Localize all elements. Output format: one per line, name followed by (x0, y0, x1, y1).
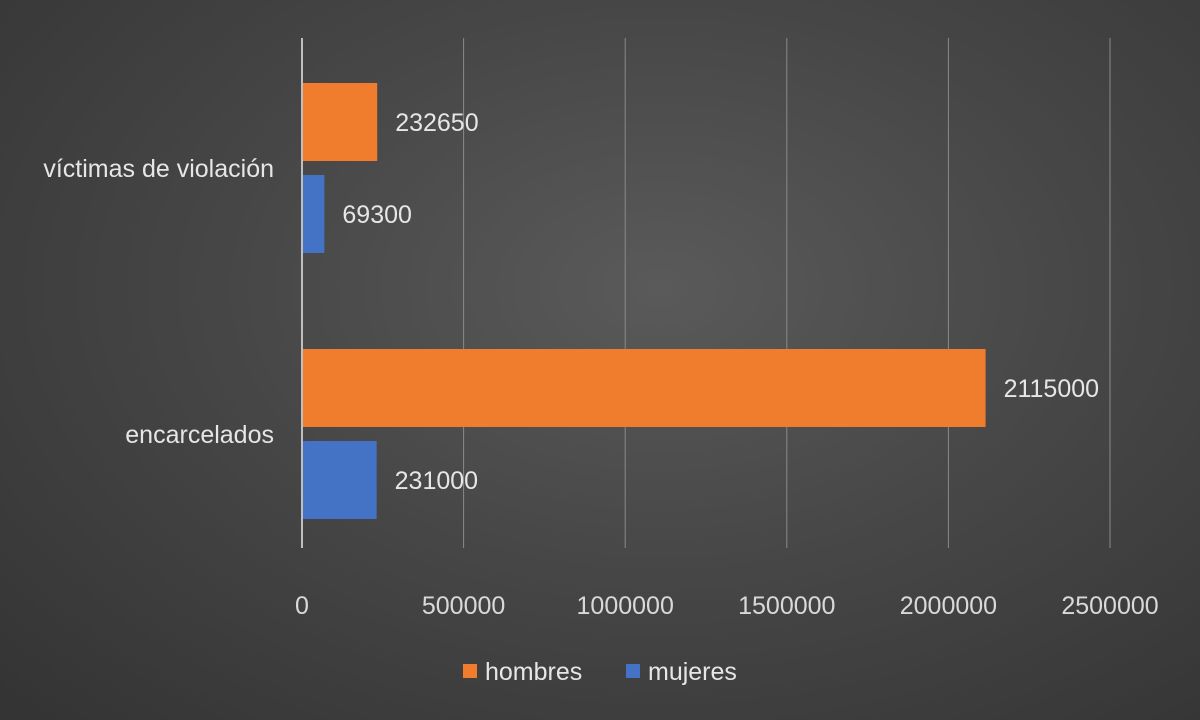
legend-label: mujeres (648, 658, 737, 686)
x-tick-label: 1500000 (738, 592, 835, 620)
category-label: encarcelados (125, 421, 274, 449)
bars (302, 83, 986, 519)
bar-mujeres (302, 175, 325, 253)
x-tick-label: 1000000 (577, 592, 674, 620)
gridlines (463, 38, 1111, 548)
data-label: 2115000 (1004, 375, 1099, 403)
bar-mujeres (302, 441, 377, 519)
legend-swatch-hombres (463, 664, 477, 678)
category-label: víctimas de violación (43, 155, 274, 183)
legend: hombres mujeres (463, 658, 737, 686)
bar-hombres (302, 349, 986, 427)
x-tick-label: 0 (295, 592, 309, 620)
x-tick-label: 2500000 (1061, 592, 1158, 620)
x-tick-label: 2000000 (900, 592, 997, 620)
data-label: 69300 (342, 201, 412, 229)
data-label: 231000 (395, 467, 478, 495)
data-label: 232650 (395, 109, 478, 137)
legend-swatch-mujeres (626, 664, 640, 678)
bar-hombres (302, 83, 378, 161)
x-tick-label: 500000 (422, 592, 505, 620)
axes: 0 500000 1000000 1500000 2000000 2500000 vícti… (43, 38, 1159, 620)
data-labels: 232650 69300 2115000 231000 (342, 109, 1099, 495)
legend-label: hombres (485, 658, 582, 686)
